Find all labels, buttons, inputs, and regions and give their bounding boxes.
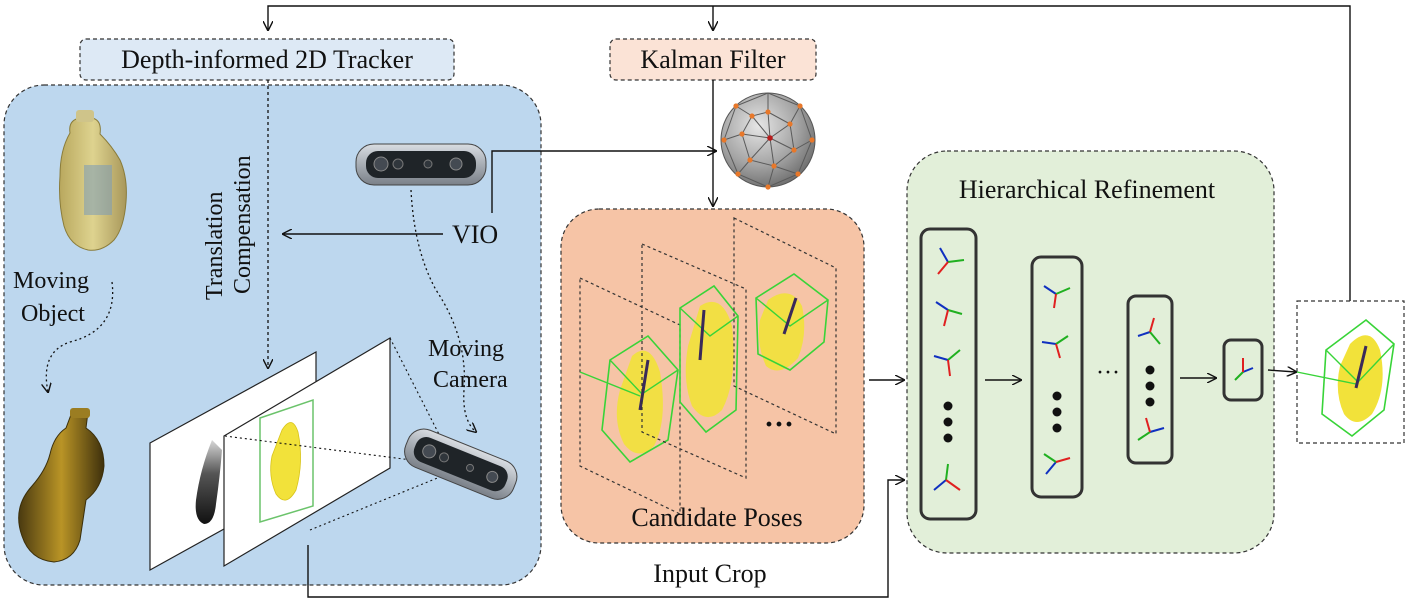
moving-object-label: Moving Object [13, 268, 95, 327]
moving-camera-label: Moving Camera [428, 336, 510, 393]
tracker-label: Depth-informed 2D Tracker [121, 45, 413, 74]
vio-to-sphere-line [491, 151, 716, 213]
pose-column-1 [919, 227, 978, 521]
candidate-crop-1 [579, 277, 681, 515]
candidate-crop-3 [733, 217, 837, 435]
tracker-box [79, 38, 455, 81]
rgb-frame [223, 336, 391, 568]
input-crop-line [307, 480, 904, 598]
kalman-label: Kalman Filter [640, 45, 785, 74]
bottle-object-icon [59, 110, 127, 251]
hierarchical-refinement-label: Hierarchical Refinement [959, 175, 1216, 204]
input-crop-label: Input Crop [653, 559, 766, 588]
candidate-crop-2 [641, 243, 747, 479]
refine-to-result-line [1267, 370, 1296, 372]
depth-camera-icon [355, 143, 487, 186]
column-dots [943, 365, 1155, 443]
depth-camera-moved-icon [404, 428, 518, 500]
object-motion-line [46, 281, 114, 392]
feedback-loop-line [268, 5, 1351, 301]
candidate-poses-label: Candidate Poses [631, 503, 802, 532]
pose-column-3 [1126, 294, 1174, 465]
geodesic-sphere-icon [720, 92, 816, 190]
pose-axes [933, 247, 1254, 491]
camera-motion-line [410, 189, 476, 432]
refine-panel [906, 150, 1275, 554]
candidates-ellipsis: ··· [764, 408, 794, 441]
vio-label: VIO [452, 220, 498, 249]
translation-compensation-label: Translation Compensation [202, 155, 256, 300]
frustum-lines [224, 337, 453, 531]
refine-ellipsis: ··· [1096, 360, 1120, 386]
bottle-object-moved-icon [18, 408, 105, 563]
pose-column-4 [1222, 338, 1264, 402]
pose-column-2 [1030, 255, 1084, 499]
result-pose [1296, 318, 1395, 438]
